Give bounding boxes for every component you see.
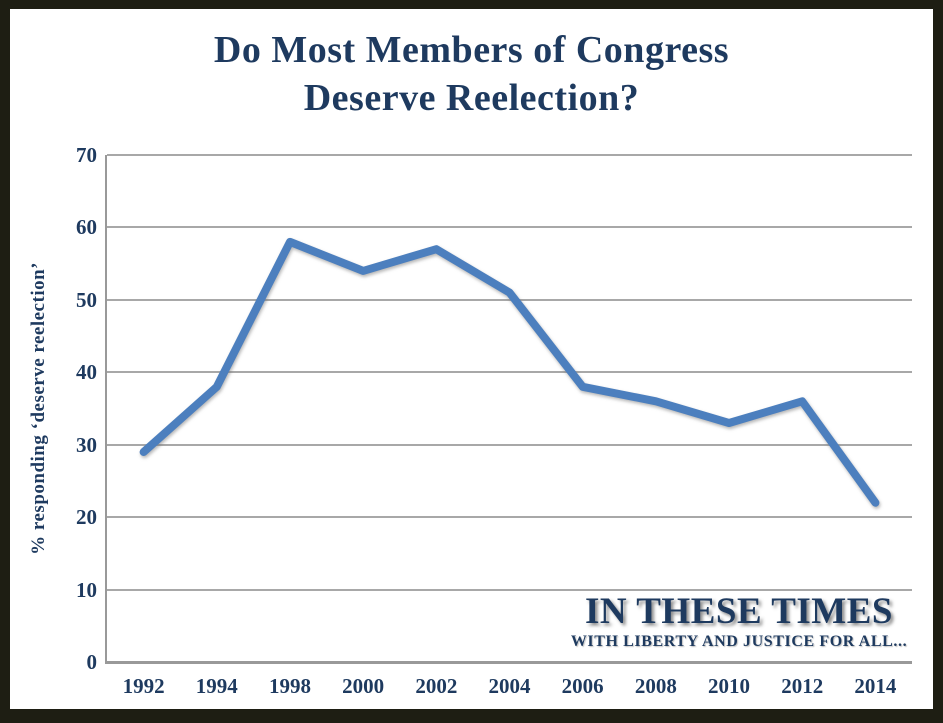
gridline-y-60 (107, 226, 912, 229)
gridline-y-40 (107, 371, 912, 374)
logo-tagline: WITH LIBERTY AND JUSTICE FOR ALL... (570, 633, 908, 650)
y-tick-label-60: 60 (76, 215, 97, 240)
deserve-reelection-line (139, 237, 880, 507)
x-tick-label-2012: 2012 (781, 674, 824, 698)
gridline-y-50 (107, 298, 912, 301)
gridline-y-20 (107, 516, 912, 519)
y-tick-label-0: 0 (86, 650, 98, 674)
gridline-y-10 (107, 588, 912, 591)
x-tick-label-2006: 2006 (561, 674, 604, 698)
gridline-y-70 (107, 154, 912, 156)
y-tick-label-20: 20 (76, 505, 97, 530)
x-tick-label-2004: 2004 (488, 674, 531, 698)
y-tick-label-30: 30 (76, 432, 97, 457)
x-tick-label-1998: 1998 (268, 674, 311, 698)
y-tick-label-40: 40 (76, 360, 97, 385)
y-tick-label-70: 70 (76, 143, 97, 167)
chart-title-line1: Do Most Members of Congress (213, 29, 730, 71)
x-tick-label-2010: 2010 (708, 674, 751, 698)
x-tick-label-2008: 2008 (634, 674, 677, 698)
y-axis-line (105, 155, 107, 664)
y-tick-label-50: 50 (76, 287, 97, 312)
x-tick-label-1992: 1992 (122, 674, 165, 698)
in-these-times-logo: IN THESE TIMES WITH LIBERTY AND JUSTICE … (565, 592, 913, 658)
logo-name: IN THESE TIMES (585, 591, 893, 632)
gridline-y-0 (107, 661, 912, 664)
x-tick-label-1994: 1994 (195, 674, 238, 698)
x-tick-label-2002: 2002 (415, 674, 458, 698)
gridline-y-30 (107, 443, 912, 446)
x-tick-label-2000: 2000 (342, 674, 385, 698)
chart-title-line2: Deserve Reelection? (303, 77, 640, 119)
plot-area (107, 154, 912, 664)
y-tick-label-10: 10 (76, 577, 97, 602)
chart-title: Do Most Members of Congress Deserve Reel… (0, 26, 943, 122)
x-tick-label-2014: 2014 (854, 674, 897, 698)
line-series (139, 237, 880, 507)
